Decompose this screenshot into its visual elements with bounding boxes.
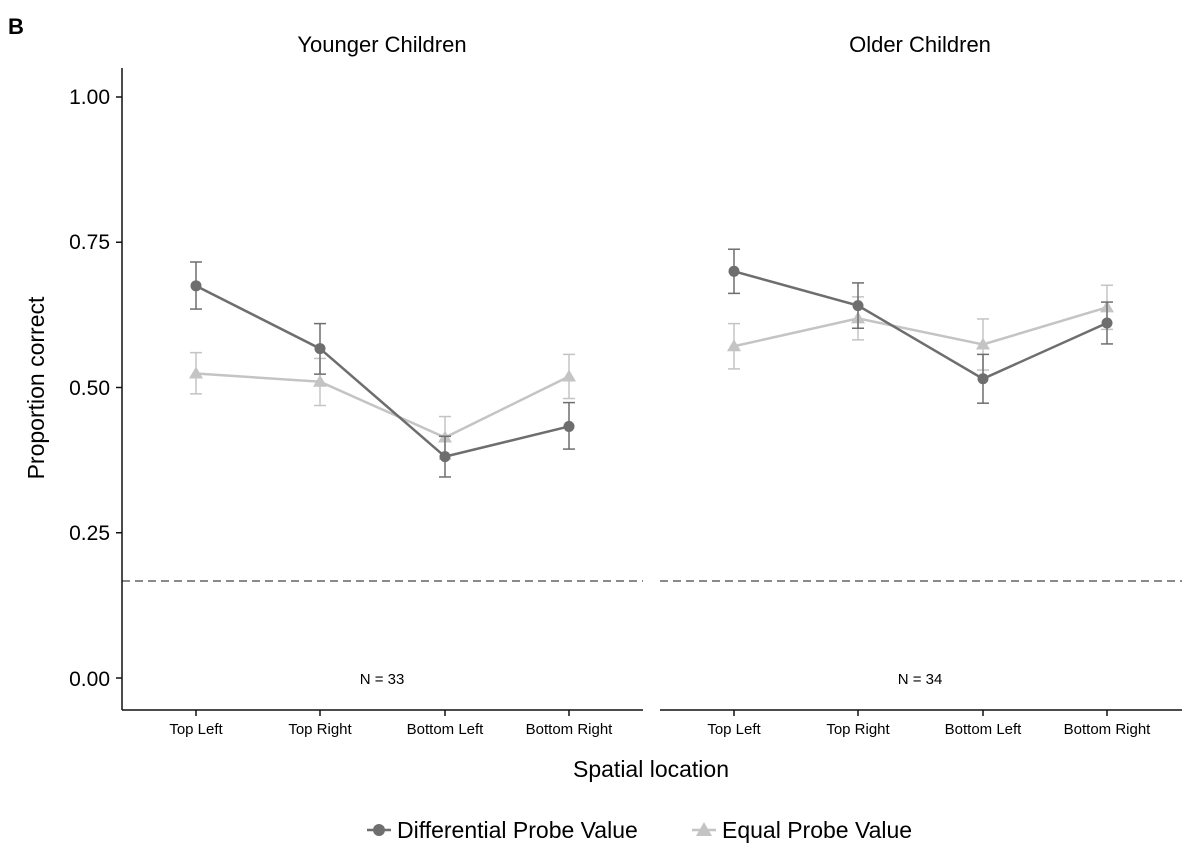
- data-point-circle: [439, 451, 451, 463]
- series-line-differential: [195, 284, 570, 459]
- data-point-circle: [728, 265, 740, 277]
- y-tick-label: 1.00: [69, 86, 110, 109]
- series-line-differential: [733, 270, 1108, 381]
- legend-marker-circle: [373, 824, 385, 836]
- y-tick-label: 0.00: [69, 668, 110, 691]
- data-point-circle: [563, 420, 575, 432]
- y-axis-title: Proportion correct: [23, 296, 49, 479]
- facet-title: Younger Children: [297, 32, 466, 57]
- legend-marker-triangle: [696, 822, 712, 836]
- data-point-circle: [852, 300, 864, 312]
- data-point-circle: [1101, 317, 1113, 329]
- data-point-circle: [190, 280, 202, 292]
- data-point-circle: [314, 343, 326, 355]
- x-axis-title: Spatial location: [573, 756, 729, 782]
- x-tick-label: Top Left: [707, 721, 761, 738]
- legend-label: Differential Probe Value: [397, 817, 638, 843]
- x-tick-label: Bottom Right: [526, 721, 614, 738]
- data-point-triangle: [727, 339, 741, 352]
- sample-size-label: N = 33: [360, 671, 405, 688]
- y-axis-ticks: 0.00 0.25 0.50 0.75 1.00: [69, 86, 110, 691]
- series-line-equal: [195, 372, 570, 439]
- x-tick-label: Bottom Left: [945, 721, 1023, 738]
- x-tick-label: Top Left: [169, 721, 223, 738]
- y-tick-label: 0.25: [69, 522, 110, 545]
- x-tick-label: Top Right: [826, 721, 890, 738]
- data-point-triangle: [562, 369, 576, 382]
- y-tick-label: 0.50: [69, 377, 110, 400]
- data-point-triangle: [313, 374, 327, 387]
- sample-size-label: N = 34: [898, 671, 943, 688]
- data-point-circle: [977, 373, 989, 385]
- x-tick-labels: Top Left Top Right Bottom Left Bottom Ri…: [707, 721, 1151, 738]
- facet-title: Older Children: [849, 32, 991, 57]
- data-point-triangle: [976, 337, 990, 350]
- x-tick-label: Top Right: [288, 721, 352, 738]
- x-tick-label: Bottom Right: [1064, 721, 1152, 738]
- facet-older-children: Older Children N = 34 Top Left Top Right…: [660, 32, 1182, 738]
- panel-letter: B: [8, 14, 24, 39]
- x-tick-labels: Top Left Top Right Bottom Left Bottom Ri…: [169, 721, 613, 738]
- facet-younger-children: Younger Children N = 33 Top Left Top Rig…: [122, 32, 643, 738]
- x-tick-label: Bottom Left: [407, 721, 485, 738]
- series-line-equal: [733, 306, 1108, 348]
- y-tick-label: 0.75: [69, 231, 110, 254]
- legend: Differential Probe Value Equal Probe Val…: [367, 817, 912, 843]
- data-point-triangle: [189, 366, 203, 379]
- legend-label: Equal Probe Value: [722, 817, 912, 843]
